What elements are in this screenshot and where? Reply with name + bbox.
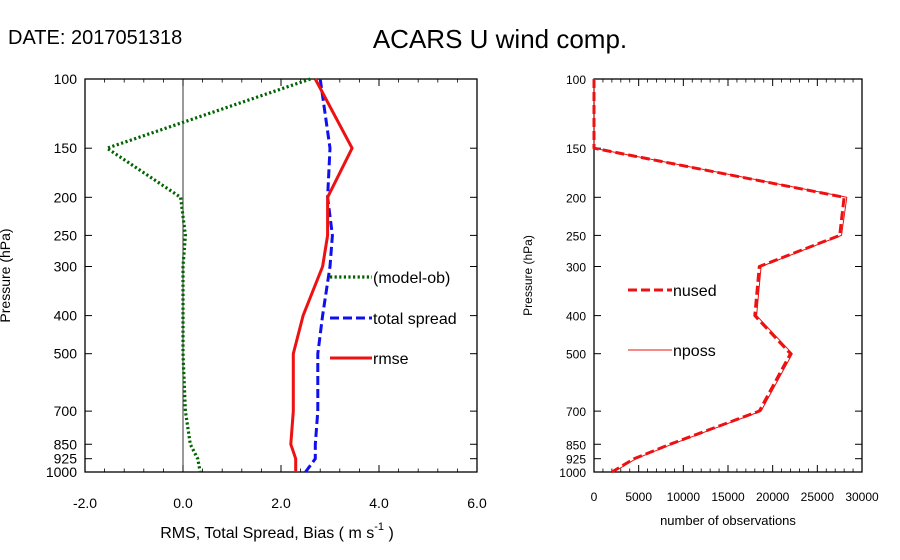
- x-tick-label: 4.0: [369, 495, 389, 511]
- x-axis-label-end: ): [384, 525, 394, 542]
- date-label: DATE: 2017051318: [8, 27, 182, 49]
- y-tick-label: 1000: [559, 466, 586, 480]
- series-line-nposs: [593, 79, 848, 473]
- y-tick-label: 500: [566, 348, 586, 362]
- x-tick-label: 30000: [845, 490, 879, 504]
- y-tick-label: 925: [566, 453, 586, 467]
- x-tick-label: 0: [591, 490, 598, 504]
- x-tick-label: 6.0: [467, 495, 487, 511]
- legend-label: nposs: [673, 343, 716, 360]
- y-tick-label: 1000: [46, 464, 77, 480]
- legend-label: rmse: [373, 351, 409, 368]
- y-tick-label: 850: [54, 436, 78, 452]
- y-tick-label: 925: [54, 451, 78, 467]
- y-tick-label: 100: [566, 73, 586, 87]
- x-tick-label: 15000: [711, 490, 745, 504]
- x-tick-label: -2.0: [73, 495, 97, 511]
- y-tick-label: 850: [566, 438, 586, 452]
- y-tick-label: 500: [54, 346, 78, 362]
- x-axis-label-main: RMS, Total Spread, Bias ( m s: [160, 525, 374, 542]
- series-line-total-spread: [304, 78, 334, 473]
- x-tick-label: 10000: [667, 490, 701, 504]
- y-tick-label: 400: [54, 308, 78, 324]
- y-tick-label: 100: [54, 71, 78, 87]
- y-axis-label: Pressure (hPa): [0, 228, 13, 322]
- x-axis-label: RMS, Total Spread, Bias ( m s-1 ): [160, 521, 394, 542]
- y-tick-label: 250: [54, 227, 78, 243]
- series-line-nused: [592, 79, 846, 474]
- x-tick-label: 20000: [756, 490, 790, 504]
- y-tick-label: 300: [54, 259, 78, 275]
- y-axis-label: Pressure (hPa): [521, 235, 535, 316]
- x-tick-label: 5000: [625, 490, 652, 504]
- y-tick-label: 400: [566, 310, 586, 324]
- x-tick-label: 2.0: [271, 495, 291, 511]
- legend-label: (model-ob): [373, 270, 450, 287]
- y-tick-label: 700: [566, 405, 586, 419]
- y-tick-label: 200: [566, 191, 586, 205]
- series-line-rmse: [289, 78, 354, 472]
- x-tick-label: 25000: [801, 490, 835, 504]
- x-axis-label: number of observations: [660, 513, 796, 528]
- y-tick-label: 150: [566, 142, 586, 156]
- y-tick-label: 150: [54, 140, 78, 156]
- series-line-model-ob: [105, 77, 311, 473]
- y-tick-label: 300: [566, 261, 586, 275]
- legend-label: total spread: [373, 311, 457, 328]
- plot-frame-right: [593, 78, 863, 473]
- legend-label: nused: [673, 283, 717, 300]
- y-tick-label: 700: [54, 403, 78, 419]
- x-axis-label-sup: -1: [374, 521, 384, 533]
- y-tick-label: 250: [566, 229, 586, 243]
- chart-title: ACARS U wind comp.: [373, 24, 627, 54]
- y-tick-label: 200: [54, 189, 78, 205]
- x-tick-label: 0.0: [173, 495, 193, 511]
